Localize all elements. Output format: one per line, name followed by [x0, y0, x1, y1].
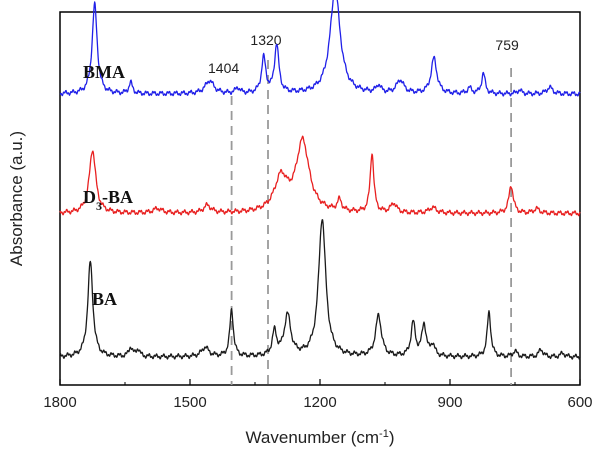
reference-lines: 1404 1320 759: [208, 32, 519, 385]
x-axis-title: Wavenumber (cm-1): [246, 428, 395, 447]
series-line-d3-ba: [59, 135, 581, 217]
x-tick-label: 1800: [43, 394, 76, 411]
x-tick-label: 1500: [173, 394, 206, 411]
series-line-bma: [59, 0, 581, 97]
series-label-main: D: [83, 187, 96, 207]
series-labels: BMA D3-BA BA: [83, 62, 133, 309]
plot-frame: [59, 11, 581, 386]
series-label-rest: -BA: [102, 187, 133, 207]
x-tick-label: 1200: [303, 394, 336, 411]
x-tick-label: 900: [437, 394, 462, 411]
series-label-bma: BMA: [83, 62, 125, 82]
series-layer: [59, 0, 581, 360]
reference-line-label: 1320: [250, 32, 281, 48]
reference-line-label: 1404: [208, 60, 239, 76]
x-axis-title-end: ): [389, 428, 395, 447]
series-label-main: BMA: [83, 62, 125, 82]
reference-line-label: 759: [495, 37, 519, 53]
series-label-main: BA: [92, 289, 117, 309]
x-axis-title-main: Wavenumber (cm: [246, 428, 380, 447]
series-label-d3-ba: D3-BA: [83, 187, 133, 213]
series-label-sub: 3: [96, 199, 102, 213]
plot-frame-group: [59, 11, 581, 386]
series-line-ba: [59, 219, 581, 360]
x-tick-label: 600: [567, 394, 592, 411]
x-axis: 1800 1500 1200 900 600: [43, 379, 593, 411]
x-axis-title-sup: -1: [379, 428, 389, 440]
y-axis-title: Absorbance (a.u.): [7, 131, 26, 266]
series-label-ba: BA: [92, 289, 117, 309]
